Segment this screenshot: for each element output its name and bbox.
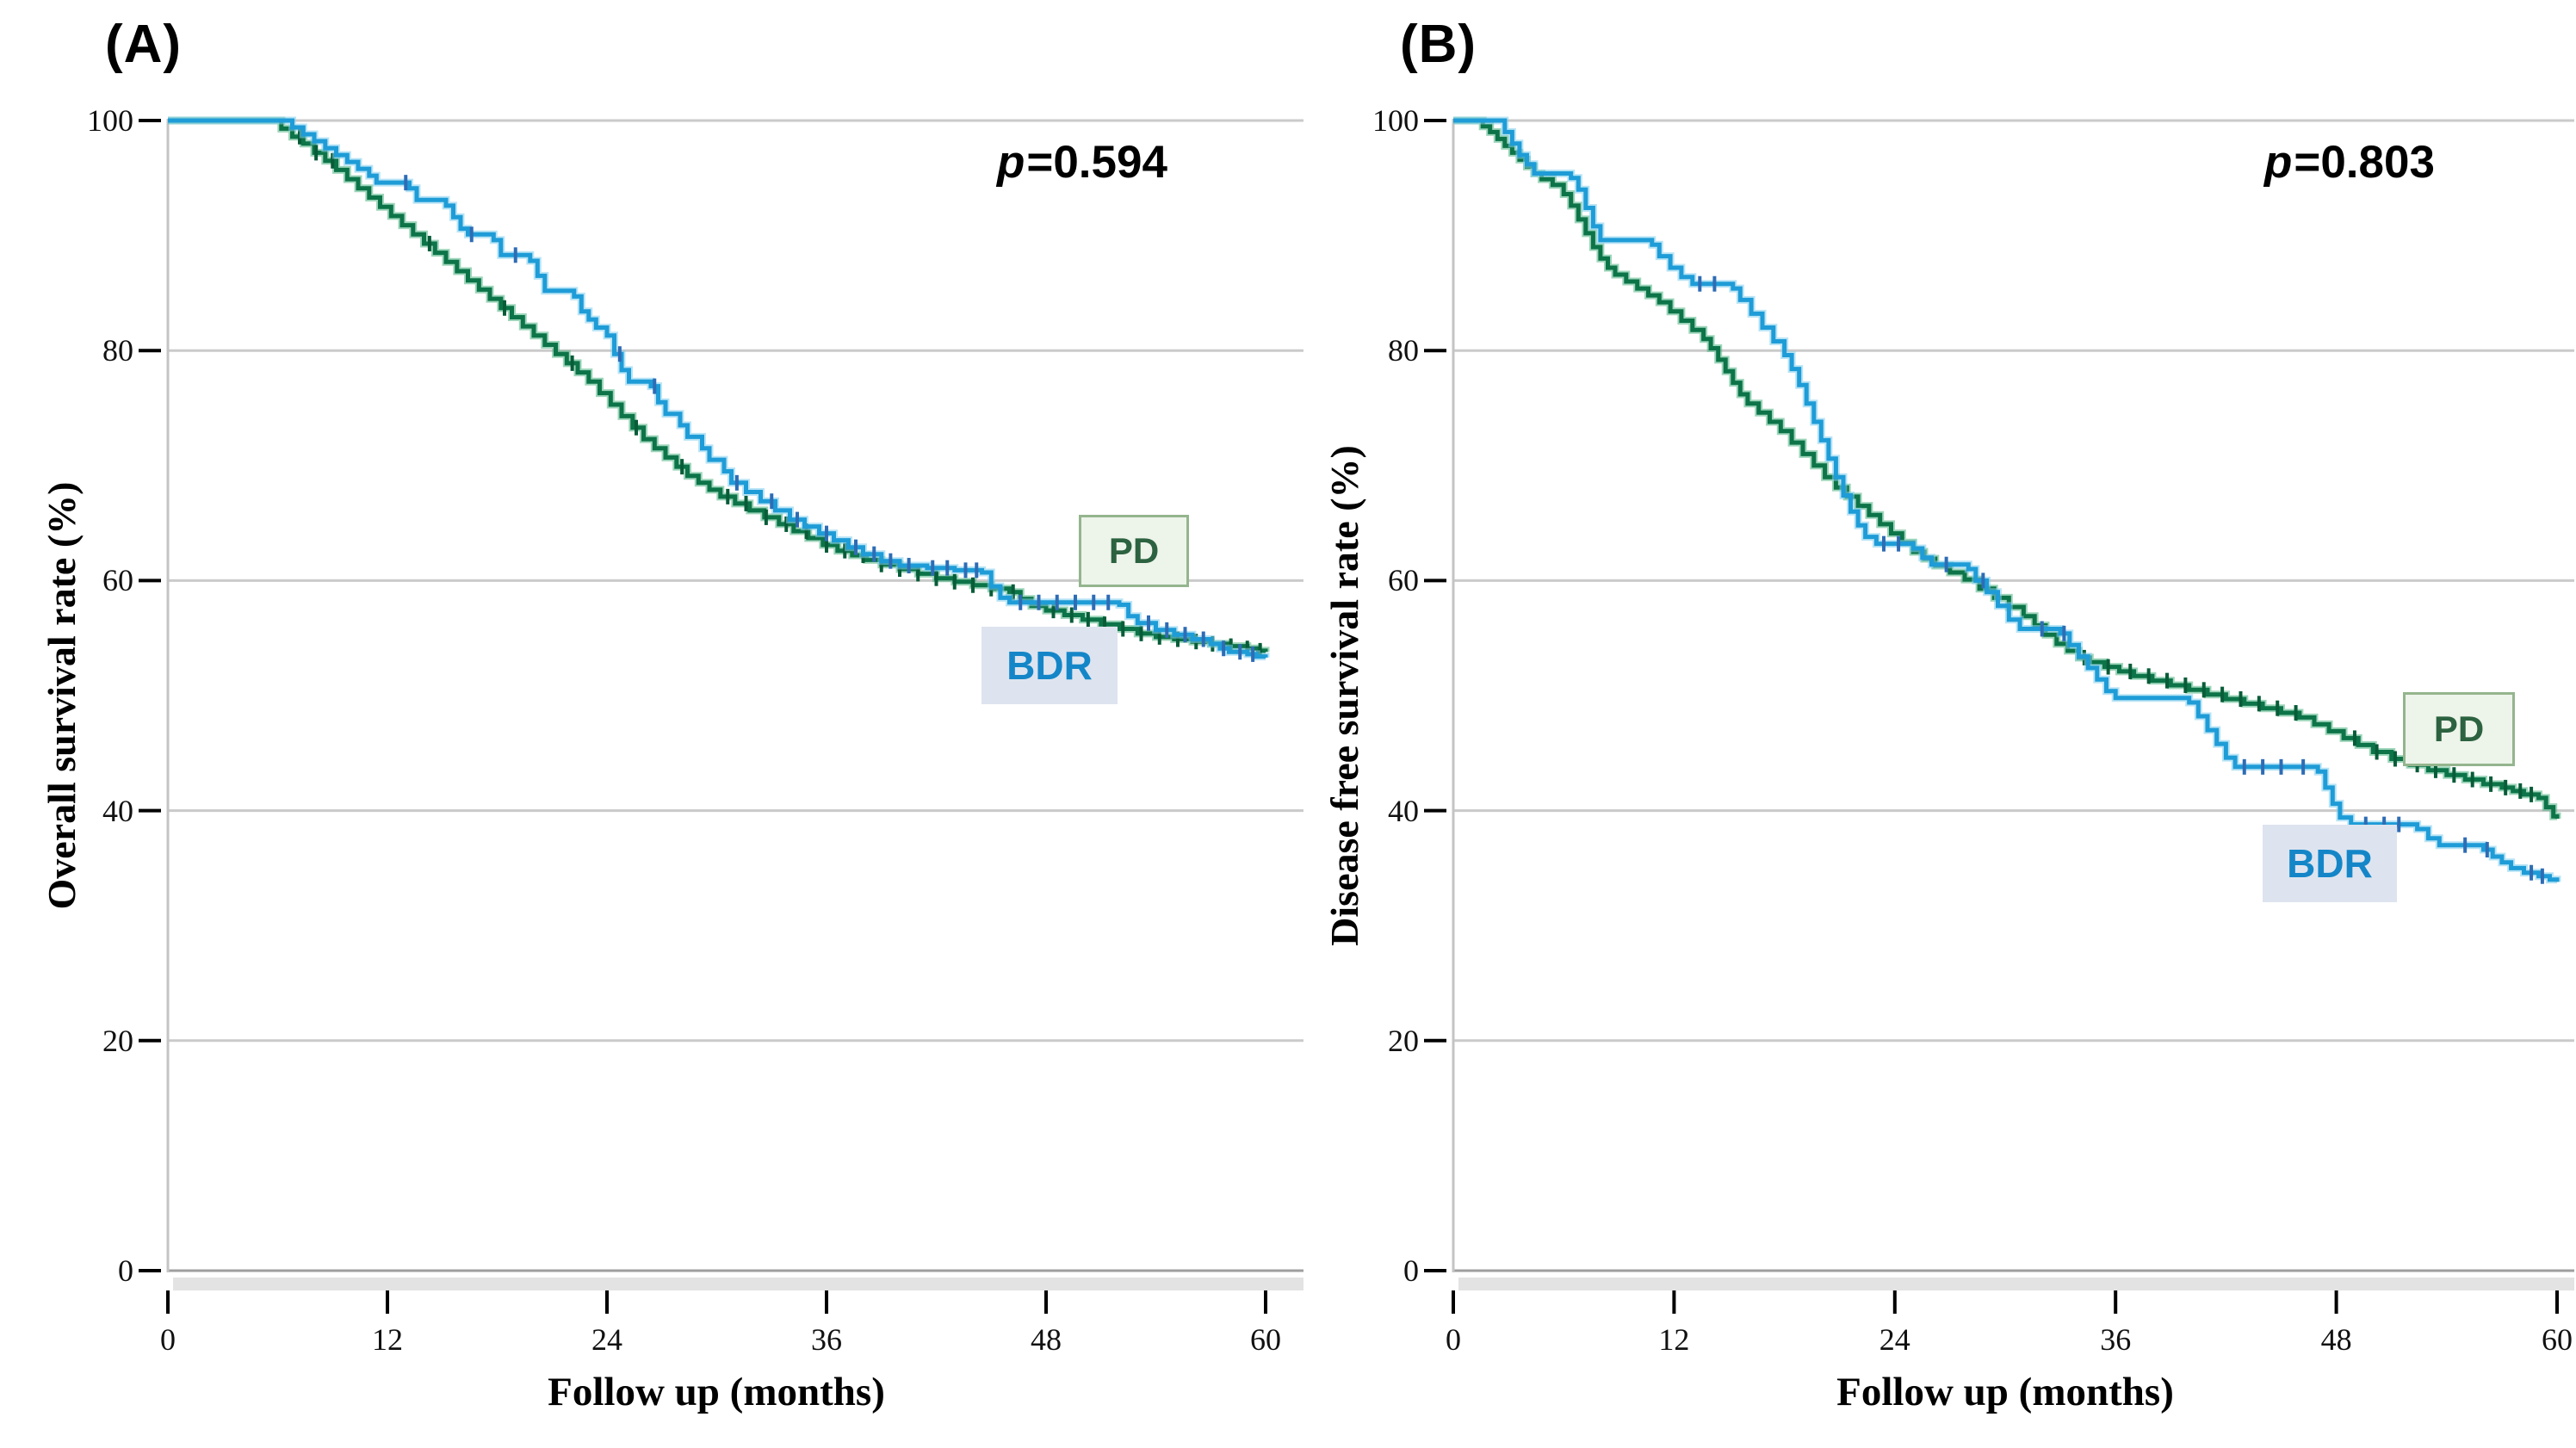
panel-a-x-axis-title: Follow up (months)	[548, 1370, 885, 1414]
x-tick-label: 24	[1879, 1322, 1910, 1357]
y-tick-label: 20	[102, 1023, 133, 1058]
panel-a-plot	[139, 116, 1303, 1314]
y-tick-label: 40	[1388, 793, 1419, 828]
x-tick-label: 60	[2542, 1322, 2573, 1357]
curve-glow-pd	[1453, 116, 2561, 820]
y-tick-label: 100	[87, 103, 133, 138]
panel-b-p-value: p=0.803	[2264, 136, 2435, 189]
y-tick-label: 0	[118, 1253, 133, 1288]
p-value-text: =0.594	[1026, 137, 1167, 188]
x-tick-label: 36	[811, 1322, 842, 1357]
panel-b-plot	[1424, 116, 2574, 1314]
curve-bdr	[168, 118, 1268, 659]
p-symbol: p	[2264, 137, 2293, 188]
x-tick-label: 12	[372, 1322, 403, 1357]
y-tick-label: 40	[102, 793, 133, 828]
x-tick-label: 48	[2320, 1322, 2352, 1357]
curve-bdr	[1453, 118, 2560, 882]
panel-a-label: (A)	[105, 15, 183, 74]
panel-a-legend-bdr: BDR	[981, 627, 1118, 704]
y-tick-label: 60	[102, 563, 133, 598]
x-tick-label: 12	[1658, 1322, 1690, 1357]
x-tick-label: 48	[1031, 1322, 1062, 1357]
x-tick-label: 0	[160, 1322, 176, 1357]
y-tick-label: 80	[102, 333, 133, 368]
p-value-text: =0.803	[2294, 137, 2435, 188]
y-tick-label: 20	[1388, 1023, 1419, 1058]
panel-a-legend-pd: PD	[1079, 515, 1189, 587]
curve-pd	[1453, 118, 2560, 819]
panel-b-legend-pd: PD	[2403, 692, 2515, 766]
y-tick-label: 80	[1388, 333, 1419, 368]
panel-a-p-value: p=0.594	[997, 136, 1167, 189]
p-symbol: p	[997, 137, 1025, 188]
panel-b-x-axis-title: Follow up (months)	[1836, 1370, 2174, 1414]
y-tick-label: 100	[1372, 103, 1419, 138]
x-tick-label: 0	[1446, 1322, 1461, 1357]
panel-b-label: (B)	[1400, 15, 1477, 74]
x-tick-label: 36	[2100, 1322, 2132, 1357]
y-tick-label: 60	[1388, 563, 1419, 598]
curve-glow-bdr	[1453, 116, 2561, 884]
panel-b-legend-bdr: BDR	[2263, 825, 2397, 902]
y-tick-label: 0	[1403, 1253, 1419, 1288]
x-tick-label: 60	[1250, 1322, 1281, 1357]
x-tick-label: 24	[591, 1322, 622, 1357]
